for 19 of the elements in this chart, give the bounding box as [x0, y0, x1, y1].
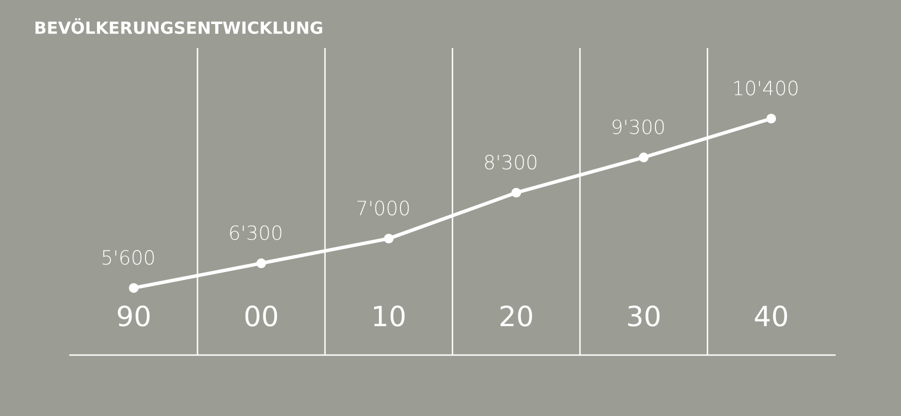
data-label: 9'300 — [612, 119, 664, 134]
data-label: 8'300 — [485, 154, 536, 170]
point — [638, 152, 649, 162]
x-tick-label: 40 — [754, 306, 788, 327]
point — [511, 188, 522, 198]
point — [128, 283, 139, 293]
data-label: 6'300 — [230, 225, 282, 240]
x-tick-label: 30 — [628, 306, 660, 327]
x-tick-label: 00 — [245, 306, 278, 327]
point — [384, 234, 394, 244]
point — [766, 114, 776, 124]
data-label: 7'000 — [357, 200, 409, 216]
data-label: 10'400 — [734, 80, 798, 96]
chart-title: BEVÖLKERUNGSENTWICKLUNG — [36, 18, 322, 34]
x-tick-label: 10 — [374, 306, 405, 327]
point — [256, 258, 266, 268]
data-label: 5'600 — [102, 250, 154, 265]
x-tick-label: 90 — [118, 306, 150, 327]
x-tick-label: 20 — [500, 306, 532, 327]
